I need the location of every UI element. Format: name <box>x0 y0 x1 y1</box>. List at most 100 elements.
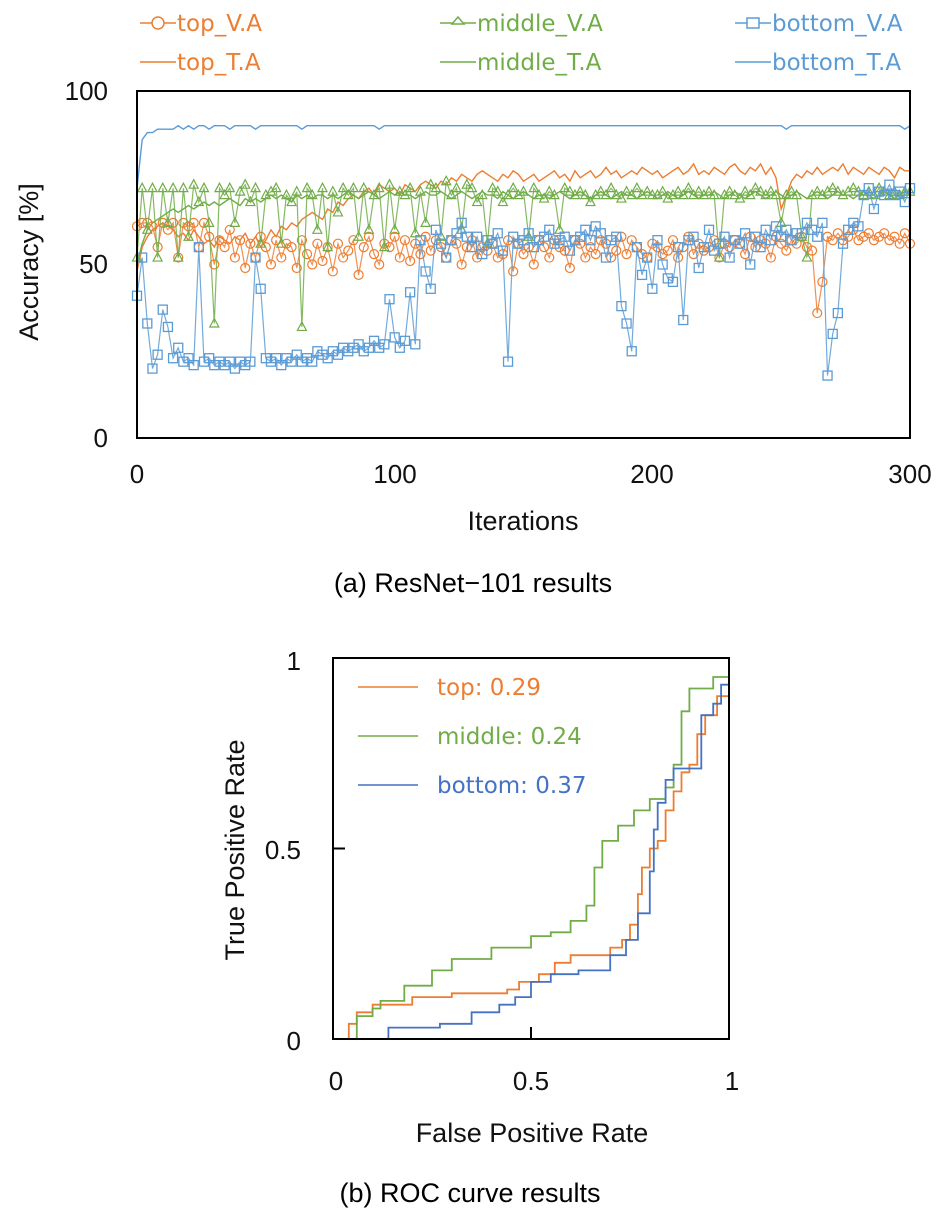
data-point-marker <box>379 339 390 350</box>
data-point-marker <box>451 238 462 249</box>
data-point-marker <box>817 217 828 229</box>
legend-entry: bottom_V.A <box>735 11 903 37</box>
data-point-marker <box>270 353 282 364</box>
data-point-marker <box>224 356 235 367</box>
data-point-marker <box>157 217 168 228</box>
legend-label: top_T.A <box>177 50 261 76</box>
data-point-marker <box>358 181 370 193</box>
data-point-marker <box>353 269 364 281</box>
data-point-marker <box>755 185 767 196</box>
data-point-marker <box>291 349 302 360</box>
data-point-marker <box>167 181 179 193</box>
data-point-marker <box>760 188 772 200</box>
data-point-marker <box>538 192 550 203</box>
data-point-marker <box>224 224 235 235</box>
data-point-marker <box>770 188 782 200</box>
data-point-marker <box>584 195 596 207</box>
data-point-marker <box>512 188 524 200</box>
data-point-marker <box>481 237 493 248</box>
data-point-marker <box>389 223 401 234</box>
data-point-marker <box>219 188 231 200</box>
data-point-marker <box>281 353 292 364</box>
data-point-marker <box>579 188 591 200</box>
data-point-marker <box>626 346 637 357</box>
data-point-marker <box>615 192 627 203</box>
accuracy-legend: top_V.A middle_V.A bottom_V.A top_T.A middle… <box>140 11 903 76</box>
data-point-marker <box>368 335 380 346</box>
series-bottom-t-a <box>136 124 911 189</box>
data-point-marker <box>672 185 684 196</box>
data-point-marker <box>451 181 463 193</box>
series-middle-v-a <box>131 174 916 332</box>
data-point-marker <box>260 353 271 364</box>
data-point-marker <box>569 235 581 246</box>
data-point-marker <box>487 181 499 193</box>
data-point-marker <box>404 287 416 298</box>
data-point-marker <box>543 185 555 196</box>
series-line <box>136 162 910 272</box>
legend-label: middle_T.A <box>477 50 602 76</box>
data-point-marker <box>770 231 782 242</box>
data-point-marker <box>801 251 813 262</box>
data-point-marker <box>178 217 189 228</box>
data-point-marker <box>873 231 885 242</box>
data-point-marker <box>260 188 272 200</box>
data-point-marker <box>342 188 354 200</box>
accuracy-plot-frame <box>136 90 911 439</box>
roc-curve-bottom <box>333 658 730 1040</box>
data-point-marker <box>683 235 694 246</box>
data-point-marker <box>430 181 442 193</box>
data-point-marker <box>152 251 164 262</box>
data-point-marker <box>420 216 432 227</box>
data-point-marker <box>682 181 694 193</box>
data-point-marker <box>662 192 674 203</box>
data-point-marker <box>502 188 514 200</box>
legend-entry: middle_T.A <box>440 50 602 76</box>
x-tick-label: 300 <box>888 459 931 489</box>
data-point-marker <box>544 252 555 263</box>
data-point-marker <box>270 181 282 193</box>
data-point-marker <box>523 242 534 253</box>
data-point-marker <box>162 224 174 235</box>
data-point-marker <box>198 356 210 367</box>
legend-label: top_V.A <box>177 11 262 37</box>
data-point-marker <box>636 248 648 260</box>
data-point-marker <box>796 230 808 241</box>
data-point-marker <box>312 346 323 357</box>
data-point-marker <box>518 185 529 196</box>
data-point-marker <box>301 181 313 193</box>
data-point-marker <box>317 255 328 267</box>
data-point-marker <box>183 353 194 364</box>
data-point-marker <box>657 259 668 270</box>
data-point-marker <box>765 185 777 196</box>
data-point-marker <box>780 188 792 200</box>
data-point-marker <box>662 245 673 256</box>
data-point-marker <box>312 238 323 249</box>
data-point-marker <box>234 185 246 196</box>
data-point-marker <box>420 231 431 242</box>
data-point-marker <box>363 231 374 242</box>
roc-legend-entry: top: 0.29 <box>358 675 541 701</box>
legend-entry: middle_V.A <box>440 11 603 37</box>
data-point-marker <box>183 230 195 241</box>
data-point-marker <box>311 223 323 234</box>
x-axis-title: Iterations <box>467 506 578 536</box>
roc-curve-middle <box>333 658 730 1040</box>
data-point-marker <box>739 185 751 196</box>
data-point-marker <box>487 238 498 249</box>
data-point-marker <box>245 238 256 249</box>
data-point-marker <box>198 181 210 193</box>
circle-marker-icon <box>151 16 165 30</box>
data-point-marker <box>739 228 751 239</box>
data-point-marker <box>837 238 849 249</box>
data-point-marker <box>652 235 663 246</box>
data-point-marker <box>791 228 802 239</box>
data-point-marker <box>384 242 395 253</box>
data-point-marker <box>301 353 313 364</box>
data-point-marker <box>497 195 509 207</box>
roc-legend-label: middle: 0.24 <box>437 724 582 750</box>
data-point-marker <box>827 328 838 340</box>
data-point-marker <box>255 237 267 248</box>
data-point-marker <box>265 259 277 270</box>
data-point-marker <box>472 252 483 263</box>
